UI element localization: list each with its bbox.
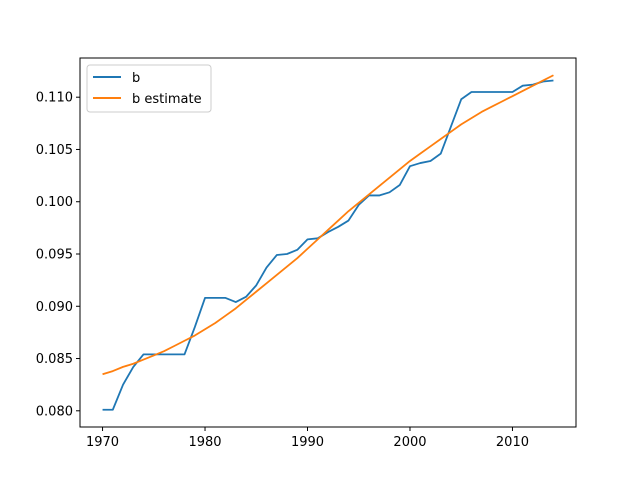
y-tick-label: 0.080 — [36, 404, 73, 419]
legend-label-b: b — [132, 71, 140, 86]
plot-area — [80, 58, 576, 427]
axes-layer: 1970 1980 1990 2000 2010 0.080 0.085 0.090 0.095… — [36, 91, 529, 450]
x-tick-label: 2000 — [393, 435, 426, 450]
y-tick-label: 0.095 — [36, 247, 73, 262]
legend-label-b-estimate: b estimate — [132, 92, 202, 107]
y-tick-label: 0.110 — [36, 91, 73, 106]
y-tick-label: 0.100 — [36, 195, 73, 210]
plot-frame — [79, 57, 577, 428]
x-tick-label: 1970 — [86, 435, 119, 450]
x-tick-label: 1990 — [291, 435, 324, 450]
x-tick-label: 1980 — [188, 435, 221, 450]
x-tick-label: 2010 — [496, 435, 529, 450]
series-line-b — [102, 79, 554, 411]
series-layer — [102, 74, 554, 411]
legend: b b estimate — [86, 64, 212, 113]
y-tick-label: 0.105 — [36, 143, 73, 158]
y-tick-label: 0.090 — [36, 300, 73, 315]
y-tick-label: 0.085 — [36, 352, 73, 367]
series-line-b-estimate — [102, 74, 554, 376]
